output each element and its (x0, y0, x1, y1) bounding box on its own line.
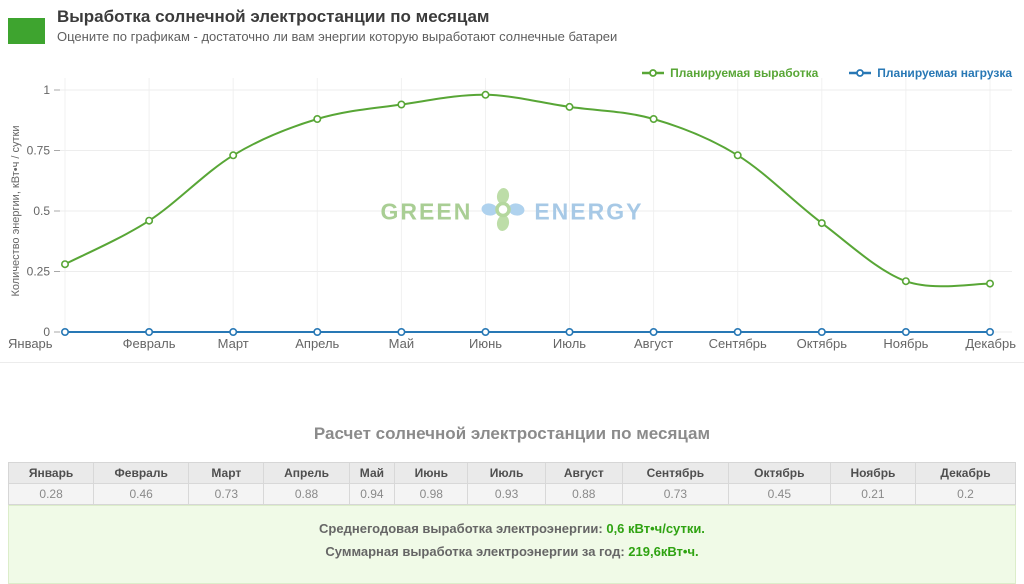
svg-text:Июнь: Июнь (469, 336, 502, 351)
table-header-cell: Май (350, 463, 396, 483)
table-value-cell: 0.93 (468, 484, 546, 504)
svg-text:Октябрь: Октябрь (797, 336, 848, 351)
svg-text:Февраль: Февраль (123, 336, 176, 351)
svg-text:0.5: 0.5 (33, 204, 50, 218)
svg-text:Декабрь: Декабрь (965, 336, 1016, 351)
table-value-cell: 0.88 (546, 484, 623, 504)
legend-label: Планируемая нагрузка (877, 66, 1012, 80)
table-header-cell: Июнь (395, 463, 469, 483)
table-title: Расчет солнечной электростанции по месяц… (313, 424, 711, 443)
summary-line-average: Среднегодовая выработка электроэнергии: … (9, 517, 1015, 540)
summary-average-value: 0,6 кВт•ч/сутки. (606, 521, 705, 536)
table-value-cell: 0.73 (623, 484, 729, 504)
months-table: Январь Февраль Март Апрель Май Июнь Июль Август… (8, 462, 1016, 505)
summary-line-total: Суммарная выработка электроэнергии за го… (9, 540, 1015, 563)
table-value-cell: 0.46 (94, 484, 190, 504)
table-header-row: Январь Февраль Март Апрель Май Июнь Июль Август… (9, 463, 1015, 484)
svg-text:Август: Август (634, 336, 673, 351)
y-axis-title: Количество энергии, кВт•ч / сутки (10, 125, 22, 297)
table-header-cell: Август (546, 463, 623, 483)
page-subtitle: Оцените по графикам - достаточно ли вам … (57, 29, 618, 44)
legend-item[interactable]: Планируемая нагрузка (848, 66, 1012, 80)
legend-item[interactable]: Планируемая выработка (641, 66, 818, 80)
table-header-cell: Апрель (264, 463, 350, 483)
table-value-cell: 0.21 (831, 484, 916, 504)
svg-text:Июль: Июль (553, 336, 586, 351)
chart-panel: 0 0.25 0.5 0.75 1 Январь Февраль Март Апрель Май И… (0, 62, 1024, 363)
table-value-cell: 0.28 (9, 484, 95, 504)
table-header-cell: Январь (9, 463, 95, 483)
table-value-cell: 0.98 (395, 484, 469, 504)
page-header: Выработка солнечной электростанции по ме… (0, 0, 1024, 62)
table-value-cell: 0.73 (189, 484, 265, 504)
svg-text:Ноябрь: Ноябрь (883, 336, 928, 351)
summary-total-value: 219,6кВт•ч. (628, 544, 699, 559)
summary-box: Среднегодовая выработка электроэнергии: … (8, 505, 1016, 584)
table-header-cell: Сентябрь (623, 463, 729, 483)
page-title: Выработка солнечной электростанции по ме… (57, 7, 490, 26)
table-header-cell: Июль (468, 463, 546, 483)
table-header-cell: Декабрь (940, 466, 991, 480)
table-header-cell: Февраль (94, 463, 190, 483)
svg-text:Январь: Январь (8, 336, 53, 351)
svg-text:1: 1 (43, 83, 50, 97)
svg-text:Май: Май (389, 336, 414, 351)
summary-total-label: Суммарная выработка электроэнергии за го… (325, 544, 625, 559)
table-header-cell: Ноябрь (831, 463, 916, 483)
table-header-cell: Октябрь (729, 463, 831, 483)
table-value-cell: 0.45 (729, 484, 831, 504)
chart-plot: 0 0.25 0.5 0.75 1 Январь Февраль Март Апрель Май И… (8, 78, 1016, 351)
table-value-cell: 0.88 (264, 484, 350, 504)
table-value-cell: 0.94 (350, 484, 396, 504)
table-value-cell: 0.2 (957, 487, 974, 501)
legend-label: Планируемая выработка (670, 66, 819, 80)
svg-text:Апрель: Апрель (295, 336, 339, 351)
table-value-row: 0.28 0.46 0.73 0.88 0.94 0.98 0.93 0.88 0.73 0.45… (9, 484, 1015, 504)
brand-accent-square (8, 18, 45, 44)
svg-text:0.25: 0.25 (27, 265, 51, 279)
table-header-cell: Март (189, 463, 265, 483)
svg-text:Март: Март (218, 336, 249, 351)
svg-text:Сентябрь: Сентябрь (709, 336, 767, 351)
svg-text:0.75: 0.75 (27, 144, 51, 158)
chart-legend: Планируемая выработка Планируемая нагруз… (641, 66, 1012, 80)
legend-marker-icon (848, 67, 872, 79)
legend-marker-icon (641, 67, 665, 79)
svg-text:0: 0 (43, 325, 50, 339)
summary-average-label: Среднегодовая выработка электроэнергии: (319, 521, 603, 536)
